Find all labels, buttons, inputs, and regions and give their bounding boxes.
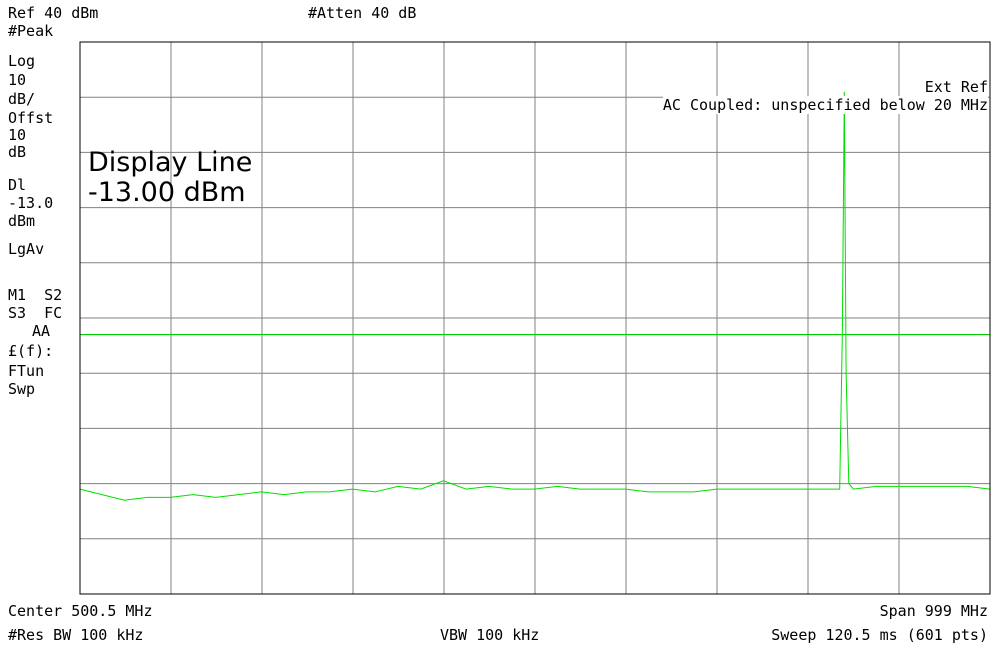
res-bw-label: #Res BW 100 kHz [8,626,144,644]
ref-level-label: Ref 40 dBm [8,4,99,22]
function-label: £(f): [8,342,54,360]
display-line-short-value: -13.0 [8,194,54,212]
spectrum-trace [79,91,991,501]
center-frequency-label: Center 500.5 MHz [8,602,153,620]
display-line-value: -13.00 dBm [88,177,246,208]
trace-status-row3: AA [32,322,51,340]
sweep-mode-label: Swp [8,380,36,398]
attenuation-label: #Atten 40 dB [308,4,417,22]
plot-border [79,41,991,595]
offset-value-label: 10 [8,126,27,144]
average-label: LgAv [8,240,45,258]
display-line-short-unit: dBm [8,212,36,230]
span-label: Span 999 MHz [879,602,988,620]
ac-coupled-label: AC Coupled: unspecified below 20 MHz [662,96,988,114]
ftun-label: FTun [8,362,45,380]
offset-label: Offst [8,109,54,127]
vbw-label: VBW 100 kHz [440,626,540,644]
offset-unit-label: dB [8,143,27,161]
ext-ref-label: Ext Ref [924,78,988,96]
detector-label: #Peak [8,22,54,40]
sweep-time-label: Sweep 120.5 ms (601 pts) [771,626,988,644]
scale-value-label: 10 [8,71,27,89]
trace-status-row2: S3 FC [8,304,63,322]
scale-type-label: Log [8,52,36,70]
display-line-short-label: Dl [8,176,27,194]
trace-status-row1: M1 S2 [8,286,63,304]
display-line-title: Display Line [88,147,253,178]
scale-unit-label: dB/ [8,90,36,108]
plot-grid [80,42,990,594]
